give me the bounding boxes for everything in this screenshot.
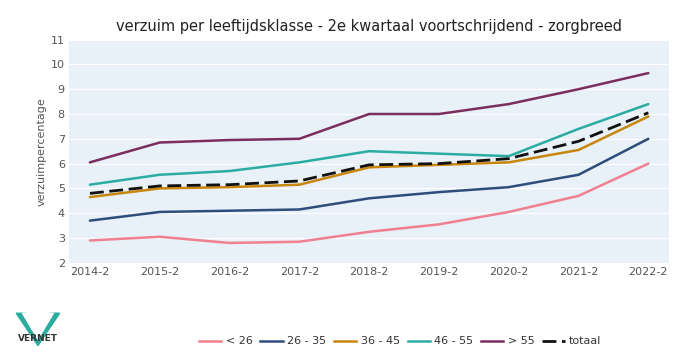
- Legend: < 26, 26 - 35, 36 - 45, 46 - 55, > 55, totaal: < 26, 26 - 35, 36 - 45, 46 - 55, > 55, t…: [195, 332, 606, 351]
- Title: verzuim per leeftijdsklasse - 2e kwartaal voortschrijdend - zorgbreed: verzuim per leeftijdsklasse - 2e kwartaa…: [116, 19, 622, 34]
- Y-axis label: verzuimpercentage: verzuimpercentage: [37, 97, 47, 206]
- Text: VERNET: VERNET: [18, 334, 58, 343]
- Polygon shape: [23, 313, 53, 339]
- Polygon shape: [17, 313, 60, 346]
